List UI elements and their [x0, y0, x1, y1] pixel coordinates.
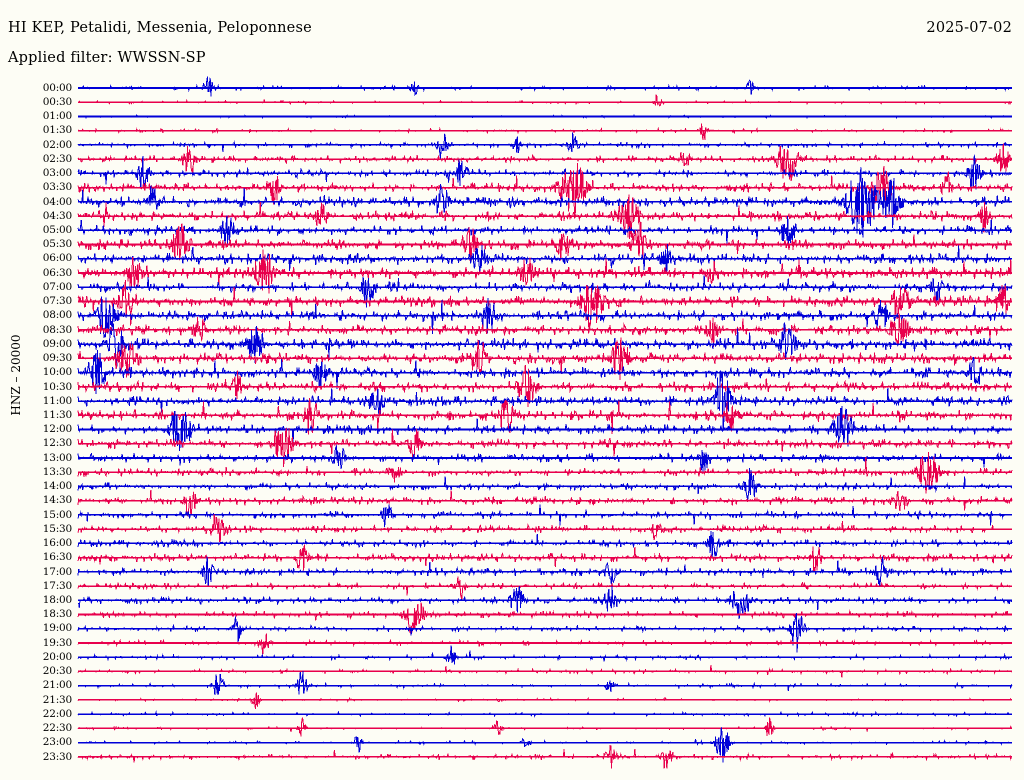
- seismic-trace: [77, 665, 1013, 678]
- time-label: 05:30: [42, 238, 72, 251]
- time-label: 16:30: [42, 551, 72, 564]
- seismic-trace: [77, 405, 1013, 452]
- time-label: 07:30: [42, 295, 72, 308]
- page-title: HI KEP, Petalidi, Messenia, Peloponnese: [8, 20, 312, 36]
- time-label: 09:00: [42, 337, 72, 350]
- time-label: 11:30: [42, 408, 72, 421]
- time-label: 19:00: [42, 622, 72, 635]
- seismic-trace: [77, 221, 1013, 262]
- seismic-trace: [77, 586, 1012, 619]
- time-label: 03:00: [42, 167, 72, 180]
- seismic-trace: [77, 513, 1013, 543]
- seismic-trace: [77, 249, 1013, 294]
- time-label: 01:00: [42, 110, 72, 123]
- seismic-trace: [77, 633, 1013, 655]
- seismic-trace: [77, 296, 1013, 338]
- seismic-trace: [77, 716, 1013, 737]
- time-label: 23:00: [42, 736, 72, 749]
- time-label: 21:30: [42, 693, 72, 706]
- seismic-trace: [77, 444, 1013, 474]
- time-label: 08:00: [42, 309, 72, 322]
- seismic-trace: [77, 451, 1013, 494]
- time-label: 04:30: [42, 209, 72, 222]
- time-label: 06:00: [42, 252, 72, 265]
- seismic-trace: [77, 215, 1013, 248]
- time-label: 00:00: [42, 81, 72, 94]
- seismic-trace: [77, 398, 1013, 435]
- time-label: 01:30: [42, 124, 72, 137]
- seismic-trace: [77, 612, 1013, 653]
- time-label: 10:00: [42, 366, 72, 379]
- seismic-trace: [77, 490, 1013, 517]
- seismic-trace: [77, 349, 1013, 395]
- time-label: 00:30: [42, 95, 72, 108]
- seismic-trace: [77, 154, 1013, 190]
- time-label: 22:30: [42, 722, 72, 735]
- time-label: 10:30: [42, 380, 72, 393]
- seismic-trace: [77, 428, 1013, 467]
- time-label: 03:30: [42, 181, 72, 194]
- seismic-trace: [77, 504, 1012, 527]
- time-label: 15:30: [42, 522, 72, 535]
- time-label: 12:30: [42, 437, 72, 450]
- time-label: 14:00: [42, 480, 72, 493]
- seismic-trace: [77, 167, 1013, 238]
- time-label: 02:30: [42, 152, 72, 165]
- seismic-trace: [77, 544, 1013, 573]
- time-label: 12:00: [42, 423, 72, 436]
- seismic-trace: [77, 467, 1013, 501]
- time-label: 07:00: [42, 280, 72, 293]
- seismic-trace: [77, 313, 1013, 348]
- time-label: 11:00: [42, 394, 72, 407]
- time-label: 18:30: [42, 608, 72, 621]
- time-label: 21:00: [42, 679, 72, 692]
- seismic-trace: [77, 602, 1013, 635]
- time-label: 18:00: [42, 593, 72, 606]
- seismic-trace: [77, 143, 1013, 182]
- time-label: 19:30: [42, 636, 72, 649]
- seismic-trace: [77, 76, 1013, 97]
- seismic-trace: [77, 726, 1013, 763]
- seismic-trace: [77, 645, 1013, 665]
- seismic-trace: [77, 243, 1013, 275]
- seismic-trace: [77, 123, 1012, 141]
- time-label: 17:00: [42, 565, 72, 578]
- time-label: 16:00: [42, 537, 72, 550]
- seismic-trace: [77, 744, 1012, 769]
- time-label: 05:00: [42, 224, 72, 236]
- time-label: 06:30: [42, 266, 72, 279]
- seismic-trace: [77, 576, 1013, 600]
- seismic-trace: [77, 556, 1013, 588]
- time-label: 02:00: [42, 138, 72, 151]
- seismic-trace: [77, 365, 1013, 408]
- seismic-trace: [77, 93, 1012, 107]
- applied-filter-label: Applied filter: WWSSN-SP: [8, 50, 206, 66]
- time-label: 20:00: [42, 650, 72, 663]
- seismic-trace: [77, 370, 1013, 432]
- seismic-trace: [77, 531, 1013, 558]
- time-label: 14:30: [42, 494, 72, 507]
- time-label: 17:30: [42, 579, 72, 592]
- time-label: 09:30: [42, 352, 72, 365]
- seismic-trace: [77, 322, 1013, 370]
- time-label: 13:00: [42, 451, 72, 464]
- seismic-trace: [77, 710, 1013, 718]
- seismic-trace: [77, 692, 1013, 710]
- record-date: 2025-07-02: [926, 20, 1012, 36]
- time-label: 22:00: [42, 707, 72, 720]
- seismic-trace: [77, 337, 1013, 380]
- time-label: 13:30: [42, 465, 72, 478]
- seismic-trace: [77, 194, 1013, 239]
- seismic-trace: [77, 114, 1013, 120]
- time-label: 08:30: [42, 323, 72, 336]
- seismic-trace: [77, 280, 1012, 328]
- time-label: 04:00: [42, 195, 72, 208]
- time-label: 23:30: [42, 750, 72, 763]
- seismic-trace: [77, 132, 1013, 159]
- time-label: 20:30: [42, 665, 72, 678]
- seismic-trace: [77, 670, 1013, 696]
- time-label: 15:00: [42, 508, 72, 521]
